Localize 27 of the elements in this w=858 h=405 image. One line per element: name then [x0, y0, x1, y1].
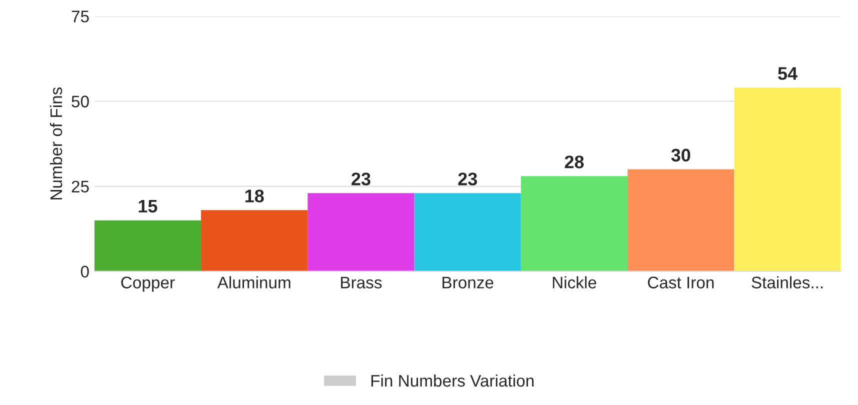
bar — [201, 210, 308, 272]
x-tick-label: Brass — [341, 276, 382, 288]
y-tick-label: 0 — [80, 266, 89, 278]
y-tick-label: 25 — [72, 180, 89, 193]
data-label: 23 — [352, 172, 370, 186]
x-tick-label: Cast Iron — [648, 276, 714, 288]
y-tick-label: 75 — [72, 10, 89, 22]
data-label: 28 — [564, 156, 584, 168]
y-tick-label: 50 — [72, 96, 89, 108]
bar — [94, 220, 202, 272]
data-label: 30 — [671, 148, 690, 162]
y-axis-title: Number of Fins — [50, 87, 62, 200]
x-tick-label: Nickle — [552, 276, 596, 288]
data-label: 23 — [458, 172, 477, 186]
data-label: 54 — [778, 67, 798, 80]
text: Fin Numbers Variation — [371, 374, 534, 387]
bar — [520, 176, 628, 272]
bar — [734, 88, 841, 272]
x-tick-label: Copper — [121, 276, 175, 292]
x-tick-label: Bronze — [442, 276, 494, 288]
bar — [308, 193, 414, 272]
bar — [414, 193, 521, 272]
x-tick-label: Stainles... — [752, 276, 823, 288]
x-tick-label: Aluminum — [217, 276, 290, 288]
data-label: 15 — [138, 200, 158, 213]
bar — [628, 169, 734, 272]
data-label: 18 — [245, 190, 264, 202]
